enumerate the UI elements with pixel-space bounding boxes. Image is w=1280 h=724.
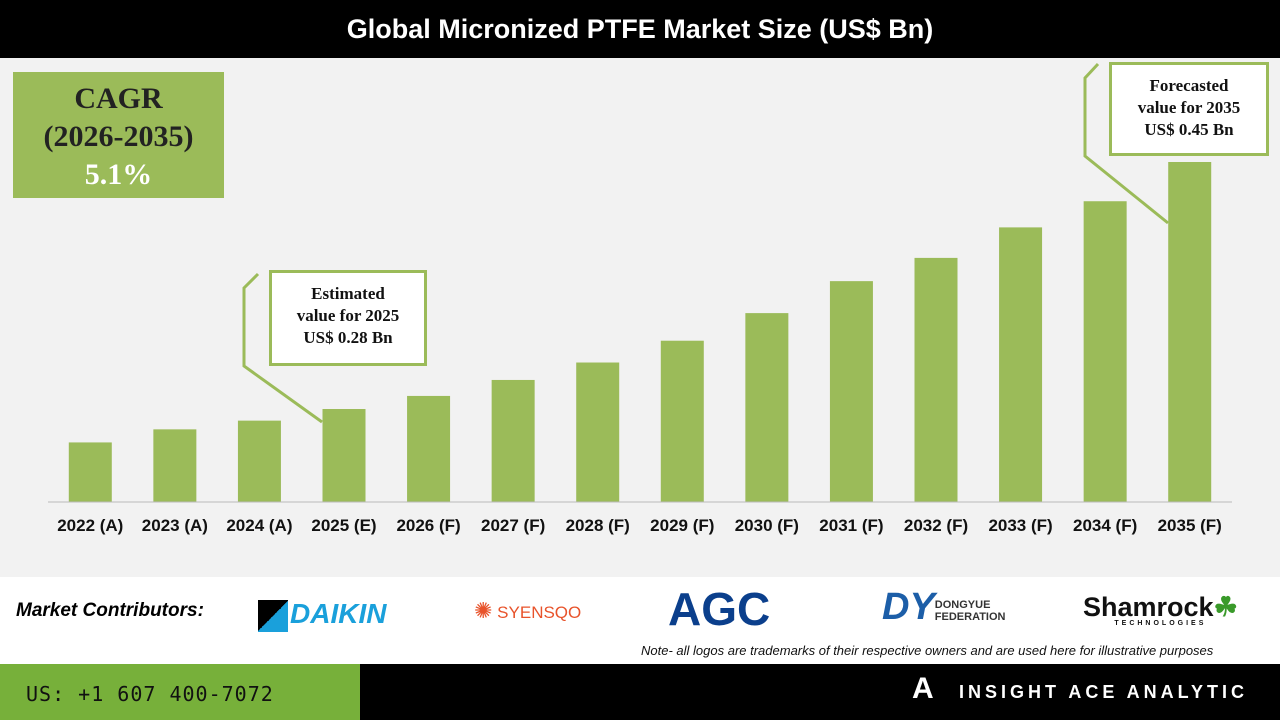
- x-tick-label: 2023 (A): [142, 516, 208, 535]
- x-tick-label: 2026 (F): [396, 516, 460, 535]
- cagr-value: 5.1%: [84, 158, 153, 191]
- bar-chart: 2022 (A) 2023 (A) 2024 (A) 2025 (E) 2026 (F)…: [48, 62, 1232, 535]
- chart-title: Global Micronized PTFE Market Size (US$ …: [0, 0, 1280, 58]
- cagr-period: (2026-2035): [43, 120, 194, 153]
- callout-line: Forecasted: [1149, 76, 1229, 95]
- brand-logo-icon: A: [912, 672, 934, 705]
- x-tick-label: 2022 (A): [57, 516, 123, 535]
- bar: [1168, 162, 1212, 502]
- bar: [829, 281, 873, 502]
- x-tick-label: 2027 (F): [481, 516, 545, 535]
- bar: [322, 409, 366, 502]
- agc-logo: AGC: [668, 583, 771, 635]
- x-tick-label: 2028 (F): [566, 516, 630, 535]
- x-tick-label: 2035 (F): [1158, 516, 1222, 535]
- forecasted-callout: Forecasted value for 2035 US$ 0.45 Bn: [1109, 62, 1269, 156]
- x-tick-label: 2030 (F): [735, 516, 799, 535]
- bar: [745, 313, 789, 502]
- bar: [491, 379, 535, 502]
- shamrock-logo: Shamrock☘ TECHNOLOGIES: [1083, 592, 1238, 627]
- x-tick-label: 2029 (F): [650, 516, 714, 535]
- callout-value: US$ 0.45 Bn: [1144, 120, 1234, 139]
- bar: [237, 420, 281, 502]
- x-tick-label: 2032 (F): [904, 516, 968, 535]
- bar: [914, 257, 958, 502]
- estimated-callout: Estimated value for 2025 US$ 0.28 Bn: [269, 270, 427, 366]
- callout-line: value for 2035: [1137, 98, 1241, 117]
- bar: [999, 227, 1043, 502]
- callout-leader-line: [1083, 62, 1169, 225]
- phone-number: US: +1 607 400-7072: [0, 664, 360, 720]
- bar: [576, 362, 620, 502]
- callout-leader-line: [242, 272, 323, 424]
- x-tick-label: 2031 (F): [819, 516, 883, 535]
- callout-line: Estimated: [311, 284, 385, 303]
- dongyue-logo: DYDONGYUE FEDERATION: [882, 586, 1006, 628]
- bar: [68, 442, 112, 502]
- footer-brand-bar: A INSIGHT ACE ANALYTIC: [360, 664, 1280, 720]
- bar: [407, 395, 451, 502]
- chart-area: 2022 (A) 2023 (A) 2024 (A) 2025 (E) 2026 (F)…: [0, 58, 1280, 577]
- bar: [660, 340, 704, 502]
- x-tick-label: 2024 (A): [226, 516, 292, 535]
- bar: [1083, 201, 1127, 502]
- callout-value: US$ 0.28 Bn: [303, 328, 393, 347]
- x-tick-label: 2034 (F): [1073, 516, 1137, 535]
- x-tick-label: 2025 (E): [311, 516, 376, 535]
- cagr-box: CAGR (2026-2035) 5.1%: [13, 72, 224, 198]
- callout-line: value for 2025: [296, 306, 400, 325]
- cagr-label: CAGR: [74, 82, 163, 115]
- brand-name: INSIGHT ACE ANALYTIC: [958, 682, 1248, 702]
- trademark-note: Note- all logos are trademarks of their …: [641, 643, 1214, 658]
- contributors-label: Market Contributors:: [16, 600, 204, 621]
- x-tick-label: 2033 (F): [988, 516, 1052, 535]
- syensqo-logo: ✺ SYENSQO: [474, 598, 582, 623]
- bar: [153, 429, 197, 502]
- daikin-logo: DAIKIN: [258, 598, 386, 632]
